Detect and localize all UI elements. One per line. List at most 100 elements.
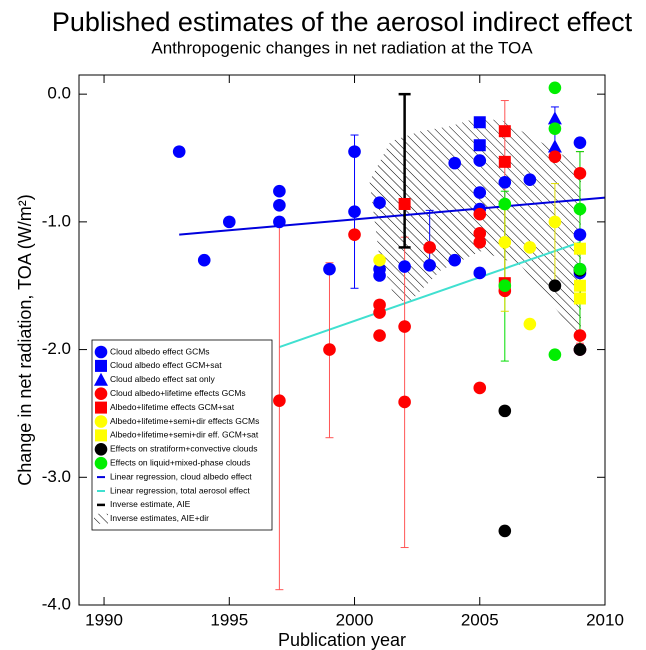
- point: [473, 139, 486, 152]
- point: [573, 279, 586, 292]
- point: [222, 215, 236, 229]
- point: [473, 154, 487, 167]
- point: [498, 125, 511, 138]
- point: [398, 260, 411, 273]
- y-tick-label: -1.0: [42, 211, 71, 230]
- legend-symbol: [94, 387, 108, 401]
- y-tick-label: 0.0: [47, 84, 71, 103]
- legend-label: Albedo+lifetime effects GCM+sat: [110, 402, 235, 412]
- point: [473, 207, 487, 221]
- point: [523, 317, 537, 331]
- point: [547, 111, 562, 125]
- legend-label: Linear regression, cloud albedo effect: [110, 471, 252, 481]
- legend-label: Albedo+lifetime+semi+dir effects GCMs: [110, 416, 259, 426]
- point: [373, 329, 386, 342]
- legend-symbol: [94, 415, 108, 428]
- point: [373, 269, 386, 282]
- point: [273, 215, 286, 229]
- point: [423, 258, 436, 272]
- legend-label: Inverse estimates, AIE+dir: [110, 513, 209, 523]
- point: [348, 205, 361, 218]
- point: [448, 253, 462, 267]
- point: [448, 156, 462, 170]
- y-axis-label: Change in net radiation, TOA (W/m²): [15, 194, 35, 485]
- legend-label: Linear regression, total aerosol effect: [110, 485, 250, 495]
- x-tick-label: 2000: [336, 610, 374, 629]
- point: [398, 395, 411, 409]
- point: [573, 228, 587, 241]
- point: [473, 186, 487, 199]
- point: [573, 167, 587, 180]
- legend-label: Cloud albedo+lifetime effects GCMs: [110, 388, 246, 398]
- point: [573, 292, 586, 305]
- y-tick-label: -2.0: [42, 339, 71, 358]
- point: [547, 139, 562, 153]
- point: [548, 81, 562, 95]
- point: [548, 215, 562, 229]
- point: [373, 306, 386, 319]
- x-tick-label: 1990: [85, 610, 123, 629]
- point: [273, 184, 286, 198]
- x-tick-label: 2005: [461, 610, 499, 629]
- legend-symbol: [95, 429, 107, 442]
- legend-label: Effects on liquid+mixed-phase clouds: [110, 457, 250, 467]
- point: [523, 241, 537, 254]
- point: [473, 116, 486, 129]
- point: [473, 227, 487, 240]
- point: [498, 197, 512, 211]
- point: [323, 343, 336, 356]
- legend-label: Cloud albedo effect GCM+sat: [110, 360, 222, 370]
- y-tick-label: -4.0: [42, 594, 71, 613]
- legend-symbol: [94, 456, 108, 470]
- point: [573, 242, 586, 255]
- regression-line: [179, 196, 606, 236]
- point: [523, 173, 537, 187]
- point: [548, 279, 562, 293]
- point: [323, 262, 336, 276]
- point: [398, 320, 411, 333]
- point: [398, 197, 411, 210]
- legend-symbol: [95, 401, 107, 414]
- x-tick-label: 1995: [210, 610, 248, 629]
- point: [373, 196, 386, 210]
- point: [273, 394, 286, 407]
- point: [423, 241, 436, 254]
- point: [197, 253, 211, 267]
- point: [498, 175, 512, 189]
- legend-label: Albedo+lifetime+semi+dir eff. GCM+sat: [110, 430, 259, 440]
- point: [473, 266, 487, 280]
- legend-label: Cloud albedo effect sat only: [110, 374, 215, 384]
- chart-subtitle: Anthropogenic changes in net radiation a…: [151, 38, 533, 57]
- point: [348, 145, 361, 158]
- legend-symbol: [94, 513, 108, 524]
- legend-label: Cloud albedo effect GCMs: [110, 346, 210, 356]
- point: [498, 524, 512, 538]
- point: [573, 202, 587, 216]
- legend-box: [91, 339, 273, 531]
- legend-symbol: [95, 359, 107, 372]
- point: [498, 279, 512, 293]
- legend-label: Inverse estimate, AIE: [110, 499, 191, 509]
- plot-frame: [78, 74, 606, 606]
- x-tick-label: 2010: [586, 610, 624, 629]
- x-axis-label: Publication year: [278, 630, 406, 650]
- point: [548, 150, 562, 164]
- point: [348, 228, 361, 241]
- chart-title: Published estimates of the aerosol indir…: [52, 7, 633, 37]
- point: [473, 236, 487, 249]
- point: [498, 404, 512, 418]
- point: [573, 262, 587, 276]
- legend-symbol: [94, 345, 108, 359]
- point: [498, 155, 511, 168]
- point: [573, 329, 587, 342]
- legend-symbol: [94, 372, 108, 386]
- point: [498, 236, 512, 249]
- legend-label: Effects on stratiform+convective clouds: [110, 444, 257, 454]
- point: [373, 253, 386, 267]
- point: [273, 198, 286, 212]
- point: [548, 122, 562, 135]
- point: [172, 145, 186, 158]
- y-tick-label: -3.0: [42, 467, 71, 486]
- point: [573, 136, 587, 149]
